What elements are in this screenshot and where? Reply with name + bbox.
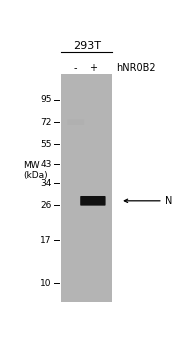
Text: 43: 43 <box>40 160 51 169</box>
Text: 72: 72 <box>40 118 51 127</box>
Bar <box>62 74 112 302</box>
Text: 293T: 293T <box>73 41 101 51</box>
FancyBboxPatch shape <box>67 119 84 125</box>
FancyBboxPatch shape <box>80 196 106 206</box>
Text: 10: 10 <box>40 279 51 288</box>
Text: 95: 95 <box>40 95 51 104</box>
Text: 55: 55 <box>40 140 51 149</box>
Text: hNR0B2: hNR0B2 <box>116 63 156 73</box>
Text: 17: 17 <box>40 236 51 245</box>
Text: 26: 26 <box>40 201 51 210</box>
Text: +: + <box>89 63 97 73</box>
Text: 34: 34 <box>40 179 51 188</box>
Text: MW
(kDa): MW (kDa) <box>23 160 47 180</box>
Text: NR0B2: NR0B2 <box>165 196 172 206</box>
Text: -: - <box>74 63 77 73</box>
